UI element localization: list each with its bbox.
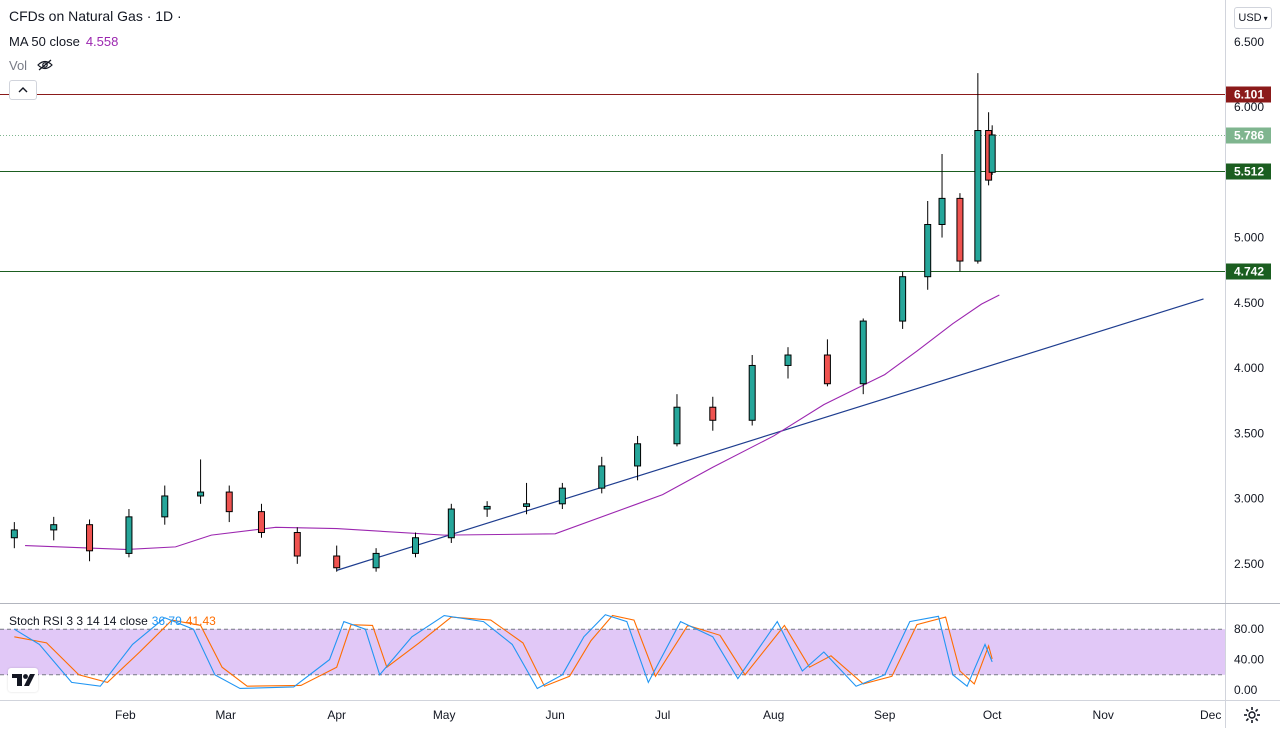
hidden-eye-icon[interactable] <box>36 59 53 74</box>
stoch-tick-label: 0.00 <box>1234 683 1258 697</box>
chevron-down-icon: ▾ <box>1263 13 1268 23</box>
stoch-tick-label: 40.00 <box>1234 653 1264 667</box>
time-axis-label: Sep <box>874 708 896 722</box>
candle-body <box>161 495 169 518</box>
trendline <box>336 298 1204 571</box>
candle-body <box>988 134 996 173</box>
tradingview-logo[interactable] <box>8 668 38 692</box>
candle-body <box>598 465 606 489</box>
candle-body <box>86 524 94 552</box>
volume-legend[interactable]: Vol <box>9 58 53 74</box>
ma50-line <box>25 294 1000 551</box>
time-axis-label: Jul <box>655 708 670 722</box>
candle-body <box>125 516 133 554</box>
candle-body <box>938 197 946 225</box>
stoch-label: Stoch RSI 3 3 14 14 close <box>9 614 148 628</box>
level-label-6.101: 6.101 <box>1234 88 1264 102</box>
candle-body <box>823 354 831 385</box>
level-badge-5.512 <box>1226 163 1271 180</box>
last-price-label: 5.786 <box>1234 129 1264 143</box>
stoch-d-line <box>14 614 993 687</box>
ma-label: MA 50 close <box>9 34 80 49</box>
price-tick-label: 3.500 <box>1234 426 1264 440</box>
candle-body <box>225 491 233 513</box>
time-axis-label: Dec <box>1200 708 1221 722</box>
candle-body <box>483 505 491 510</box>
time-axis-label: Mar <box>215 708 236 722</box>
price-tick-label: 3.000 <box>1234 492 1264 506</box>
last-price-badge <box>1226 127 1271 144</box>
candle-body <box>634 443 642 467</box>
candle-body <box>50 524 58 531</box>
price-tick-label: 4.000 <box>1234 361 1264 375</box>
stoch-tick-label: 80.00 <box>1234 622 1264 636</box>
candle-body <box>709 406 717 421</box>
candle-body <box>197 491 205 497</box>
level-label-5.512: 5.512 <box>1234 165 1264 179</box>
level-badge-6.101 <box>1226 86 1271 103</box>
candle-body <box>293 532 301 557</box>
candle-body <box>924 223 932 278</box>
candle-body <box>257 511 265 534</box>
candle-body <box>411 537 419 554</box>
stoch-band-fill <box>0 629 1225 675</box>
price-tick-label: 6.000 <box>1234 100 1264 114</box>
ma-legend[interactable]: MA 50 close 4.558 <box>9 34 118 49</box>
price-tick-label: 4.500 <box>1234 296 1264 310</box>
currency-button[interactable]: USD ▾ <box>1234 7 1272 29</box>
time-axis-label: Oct <box>983 708 1002 722</box>
tv-logo-icon <box>12 674 35 686</box>
vol-label: Vol <box>9 58 28 73</box>
time-axis-label: Jun <box>546 708 565 722</box>
stoch-k-line <box>14 614 993 690</box>
candle-body <box>859 320 867 385</box>
stoch-rsi-legend[interactable]: Stoch RSI 3 3 14 14 close 36.79 41.43 <box>9 614 216 628</box>
candle-body <box>673 406 681 445</box>
candle-body <box>333 555 341 569</box>
time-axis-label: Apr <box>327 708 346 722</box>
candle-body <box>523 503 531 507</box>
candle-body <box>899 276 907 322</box>
candle-body <box>447 508 455 539</box>
level-label-4.742: 4.742 <box>1234 265 1264 279</box>
stoch-d-value: 41.43 <box>185 614 216 628</box>
collapse-legend-button[interactable] <box>9 80 37 100</box>
candle-body <box>372 552 380 569</box>
candle-body <box>748 364 756 421</box>
stoch-k-value: 36.79 <box>151 614 182 628</box>
symbol-title[interactable]: CFDs on Natural Gas · 1D · <box>9 8 182 24</box>
candle-body <box>10 529 18 539</box>
currency-label: USD <box>1238 12 1262 24</box>
candle-body <box>974 130 982 262</box>
time-axis-label: Feb <box>115 708 136 722</box>
candle-body <box>558 487 566 505</box>
price-tick-label: 2.500 <box>1234 557 1264 571</box>
ma-value: 4.558 <box>85 34 119 49</box>
candle-body <box>956 197 964 262</box>
candle-body <box>784 354 792 366</box>
level-badge-4.742 <box>1226 263 1271 280</box>
time-axis-label: Aug <box>763 708 784 722</box>
price-tick-label: 6.500 <box>1234 35 1264 49</box>
time-axis-label: May <box>433 708 456 722</box>
chevron-up-icon <box>18 87 28 93</box>
price-tick-label: 5.000 <box>1234 231 1264 245</box>
settings-gear-icon[interactable] <box>1243 706 1261 729</box>
time-axis-label: Nov <box>1093 708 1114 722</box>
